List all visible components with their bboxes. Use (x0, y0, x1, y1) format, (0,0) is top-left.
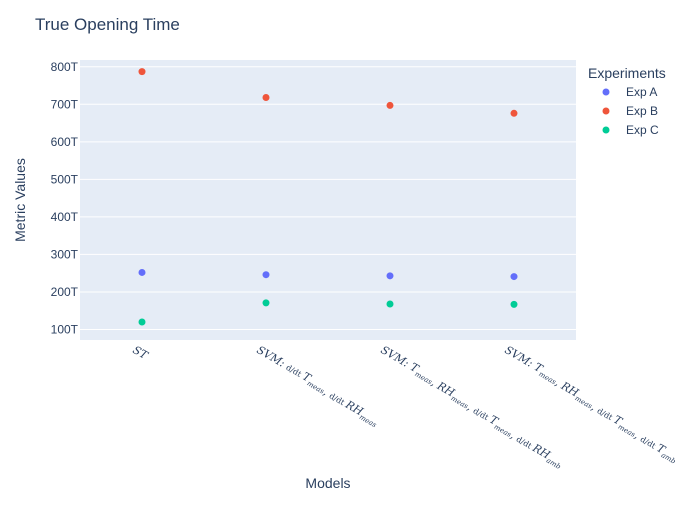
chart-title: True Opening Time (35, 15, 180, 34)
plot-area (80, 60, 576, 340)
data-point-exp-c (262, 299, 270, 307)
data-point-exp-b (510, 109, 518, 117)
legend-label: Exp B (626, 104, 658, 118)
grid (80, 66, 576, 330)
x-tick-label: ST (131, 343, 152, 363)
legend-marker (602, 88, 610, 96)
data-point-exp-a (138, 268, 146, 276)
y-tick-label: 100T (51, 322, 79, 336)
legend: Experiments Exp A Exp B Exp C (588, 65, 666, 137)
y-tick-label: 400T (51, 210, 79, 224)
y-tick-label: 700T (51, 97, 79, 111)
legend-title: Experiments (588, 65, 666, 81)
legend-label: Exp C (626, 123, 659, 137)
data-point-exp-c (386, 300, 394, 308)
legend-label: Exp A (626, 85, 657, 99)
x-tick-label: SVM: d/dt Tmeas, d/dt RHmeas (252, 343, 383, 429)
data-point-exp-b (386, 101, 394, 109)
y-tick-label: 500T (51, 172, 79, 186)
y-tick-label: 300T (51, 247, 79, 261)
legend-marker (602, 126, 610, 134)
y-axis-title: Metric Values (12, 158, 28, 242)
x-axis-title: Models (305, 475, 350, 491)
data-point-exp-b (138, 68, 146, 76)
data-point-exp-c (138, 318, 146, 326)
data-points (138, 68, 518, 326)
data-point-exp-a (510, 273, 518, 281)
legend-marker (602, 107, 610, 115)
y-tick-label: 800T (51, 60, 79, 74)
data-point-exp-a (262, 271, 270, 279)
data-point-exp-a (386, 272, 394, 280)
data-point-exp-b (262, 94, 270, 102)
y-tick-label: 200T (51, 285, 79, 299)
data-point-exp-c (510, 300, 518, 308)
y-tick-labels: 100T 200T 300T 400T 500T 600T 700T 800T (51, 60, 79, 337)
y-tick-label: 600T (51, 135, 79, 149)
